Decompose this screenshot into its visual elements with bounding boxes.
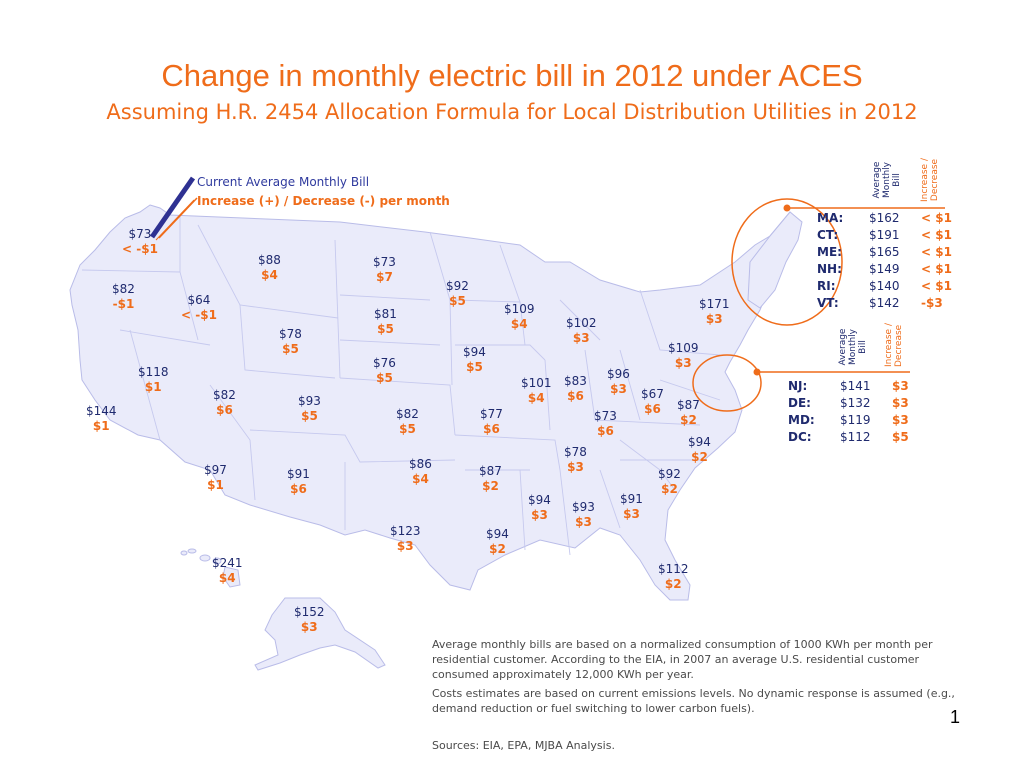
new-england-shape (747, 211, 803, 309)
state-value-wi: $109 $4 (504, 302, 535, 331)
state-value-ky: $73 $6 (594, 409, 617, 438)
state-value-oh: $96 $3 (607, 367, 630, 396)
state-value-al: $93 $3 (572, 500, 595, 529)
state-value-va: $87 $2 (677, 398, 700, 427)
legend-bill-label: Current Average Monthly Bill (197, 175, 370, 189)
state-value-or: $82 -$1 (112, 282, 135, 311)
ne-header-change: Increase / Decrease (920, 158, 940, 202)
us-mainland-shape (69, 204, 801, 601)
page-subtitle: Assuming H.R. 2454 Allocation Formula fo… (106, 100, 918, 124)
ma-row-de: DE: $132 $3 (788, 396, 909, 410)
note-consumption: Average monthly bills are based on a nor… (432, 638, 933, 681)
ma-row-dc: DC: $112 $5 (788, 430, 909, 444)
ne-row-vt: VT: $142 -$3 (817, 296, 943, 310)
state-value-wa: $73 < -$1 (122, 227, 158, 256)
state-value-ut: $82 $6 (213, 388, 236, 417)
new-england-callout-dot (783, 204, 791, 212)
state-value-tx: $123 $3 (390, 524, 421, 553)
state-value-ms: $94 $3 (528, 493, 551, 522)
ne-row-ri: RI: $140 < $1 (817, 279, 952, 293)
state-value-mn: $92 $5 (446, 279, 469, 308)
state-value-nd: $73 $7 (373, 255, 396, 284)
state-value-la: $94 $2 (486, 527, 509, 556)
legend-change-line-2 (155, 199, 195, 241)
state-value-az: $97 $1 (204, 463, 227, 492)
state-value-wy: $78 $5 (279, 327, 302, 356)
state-value-pa: $109 $3 (668, 341, 699, 370)
state-value-nm: $91 $6 (287, 467, 310, 496)
legend-bill-line (149, 176, 196, 239)
mid-atlantic-callout-circle (692, 354, 762, 412)
state-value-ga: $91 $3 (620, 492, 643, 521)
alaska-shape (254, 597, 386, 671)
state-value-fl: $112 $2 (658, 562, 689, 591)
mid-atlantic-table: NJ: $141 $3 DE: $132 $3 MD: $119 $3 DC: $112 $5 (788, 378, 918, 446)
ne-row-nh: NH: $149 < $1 (817, 262, 952, 276)
hawaii-shape (180, 548, 241, 588)
ma-header-change: Increase / Decrease (884, 323, 904, 367)
state-value-tn: $78 $3 (564, 445, 587, 474)
state-value-mt: $88 $4 (258, 253, 281, 282)
page-number: 1 (950, 707, 961, 727)
legend-change-label: Increase (+) / Decrease (-) per month (197, 194, 450, 208)
state-value-nc: $94 $2 (688, 435, 711, 464)
note-emissions: Costs estimates are based on current emi… (432, 687, 955, 715)
state-value-il: $101 $4 (521, 376, 552, 405)
state-value-ia: $94 $5 (463, 345, 486, 374)
state-value-mi: $102 $3 (566, 316, 597, 345)
state-value-ar: $87 $2 (479, 464, 502, 493)
state-value-ok: $86 $4 (409, 457, 432, 486)
state-value-co: $93 $5 (298, 394, 321, 423)
ma-row-md: MD: $119 $3 (788, 413, 909, 427)
ma-header-bill: Average Monthly Bill (838, 328, 868, 366)
state-value-ks: $82 $5 (396, 407, 419, 436)
ne-row-ct: CT: $191 < $1 (817, 228, 952, 242)
new-england-callout-circle (731, 198, 843, 326)
state-value-ca: $144 $1 (86, 404, 117, 433)
state-value-ak: $152 $3 (294, 605, 325, 634)
state-value-wv: $67 $6 (641, 387, 664, 416)
state-value-hi: $241 $4 (212, 556, 243, 585)
state-value-ny: $171 $3 (699, 297, 730, 326)
state-value-mo: $77 $6 (480, 407, 503, 436)
legend-change-line (158, 197, 198, 239)
mid-atlantic-callout-dot (753, 368, 761, 376)
state-value-sd: $81 $5 (374, 307, 397, 336)
ma-row-nj: NJ: $141 $3 (788, 379, 909, 393)
new-england-table: MA: $162 < $1 CT: $191 < $1 ME: $165 < $1 NH: $… (817, 210, 967, 312)
ne-header-bill: Average Monthly Bill (872, 161, 902, 199)
state-borders (81, 215, 721, 556)
state-value-ne: $76 $5 (373, 356, 396, 385)
page-title: Change in monthly electric bill in 2012 … (161, 58, 863, 93)
state-value-id: $64 < -$1 (181, 293, 217, 322)
state-value-in: $83 $6 (564, 374, 587, 403)
ne-row-me: ME: $165 < $1 (817, 245, 952, 259)
note-sources: Sources: EIA, EPA, MJBA Analysis. (432, 739, 615, 752)
state-value-sc: $92 $2 (658, 467, 681, 496)
state-value-nv: $118 $1 (138, 365, 169, 394)
ne-row-ma: MA: $162 < $1 (817, 211, 952, 225)
